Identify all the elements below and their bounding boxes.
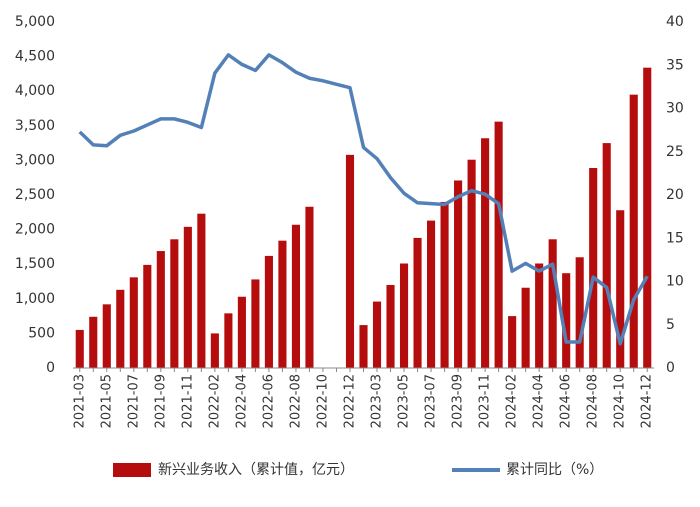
x-tick-label: 2023-07 <box>424 374 439 428</box>
line <box>78 53 649 346</box>
bar <box>440 201 449 368</box>
bar <box>224 313 233 368</box>
bar <box>210 333 219 368</box>
x-tick-label: 2021-09 <box>153 374 168 428</box>
bar <box>399 263 409 368</box>
bar <box>413 237 422 368</box>
y-tick-label: 0 <box>46 360 55 376</box>
bar <box>494 121 503 368</box>
y-tick-label: 500 <box>28 325 55 341</box>
y-tick-label: 2,000 <box>15 222 55 238</box>
y-tick-label: 3,500 <box>15 118 55 134</box>
y2-tick-label: 25 <box>666 144 684 160</box>
bar <box>562 273 571 368</box>
x-tick-label: 2023-05 <box>397 374 412 428</box>
bar <box>359 325 368 368</box>
bar <box>345 154 355 368</box>
bar <box>575 257 584 368</box>
y-tick-label: 1,000 <box>15 291 55 307</box>
y-tick-label: 3,000 <box>15 152 55 168</box>
bar <box>427 220 436 368</box>
bar <box>143 264 152 368</box>
bar <box>278 240 287 368</box>
bar <box>251 279 260 368</box>
bar <box>116 289 125 368</box>
bar <box>197 213 206 368</box>
bar <box>291 224 300 368</box>
x-tick-label: 2024-10 <box>613 374 628 428</box>
bar <box>508 316 517 368</box>
y-tick-label: 1,500 <box>15 256 55 272</box>
bar <box>548 239 557 368</box>
x-tick-label: 2023-03 <box>370 374 385 428</box>
x-tick-label: 2021-05 <box>99 374 114 428</box>
y2-tick-label: 40 <box>666 14 684 30</box>
bar <box>616 210 625 368</box>
bar <box>535 263 544 368</box>
y-tick-label: 5,000 <box>15 14 55 30</box>
bar <box>183 226 192 368</box>
bar <box>305 206 314 368</box>
x-tick-label: 2022-12 <box>342 374 357 428</box>
y2-tick-label: 20 <box>666 187 684 203</box>
x-tick-label: 2024-12 <box>640 374 655 428</box>
bar <box>481 138 490 368</box>
bar <box>589 168 598 368</box>
x-tick-label: 2024-04 <box>532 374 547 428</box>
y2-tick-label: 35 <box>666 57 684 73</box>
x-tick-label: 2024-08 <box>586 374 601 428</box>
y2-tick-label: 10 <box>666 274 684 290</box>
bar <box>89 316 98 368</box>
x-tick-label: 2022-04 <box>234 374 249 428</box>
x-tick-label: 2022-02 <box>207 374 222 428</box>
legend-label: 新兴业务收入（累计值，亿元） <box>158 462 354 478</box>
bar <box>264 255 273 368</box>
x-tick-label: 2024-06 <box>559 374 574 428</box>
y2-tick-label: 5 <box>666 317 675 333</box>
bar <box>521 287 530 368</box>
bar <box>129 277 138 368</box>
x-tick-label: 2022-10 <box>315 374 330 428</box>
x-tick-label: 2021-07 <box>126 374 141 428</box>
y2-tick-label: 0 <box>666 360 675 376</box>
y-tick-label: 2,500 <box>15 187 55 203</box>
bar <box>237 296 246 368</box>
x-tick-label: 2021-11 <box>180 374 195 428</box>
y2-tick-label: 15 <box>666 230 684 246</box>
bar <box>467 159 476 368</box>
x-tick-label: 2021-03 <box>72 374 87 428</box>
y-tick-label: 4,500 <box>15 49 55 65</box>
legend-label: 累计同比（%） <box>506 462 603 478</box>
x-tick-label: 2023-09 <box>451 374 466 428</box>
legend-swatch <box>113 463 151 477</box>
bar <box>170 239 179 368</box>
bar <box>386 284 395 368</box>
bar <box>75 329 84 368</box>
bar <box>372 301 382 368</box>
bar <box>643 67 652 368</box>
y-tick-label: 4,000 <box>15 83 55 99</box>
x-tick-label: 2023-11 <box>478 374 493 428</box>
x-tick-label: 2022-06 <box>261 374 276 428</box>
y2-tick-label: 30 <box>666 101 684 117</box>
x-tick-label: 2022-08 <box>288 374 303 428</box>
bar <box>602 143 611 368</box>
bar <box>156 251 165 368</box>
x-tick-label: 2024-02 <box>505 374 520 428</box>
bar <box>629 94 638 368</box>
bar <box>102 304 111 368</box>
bar <box>454 180 463 368</box>
